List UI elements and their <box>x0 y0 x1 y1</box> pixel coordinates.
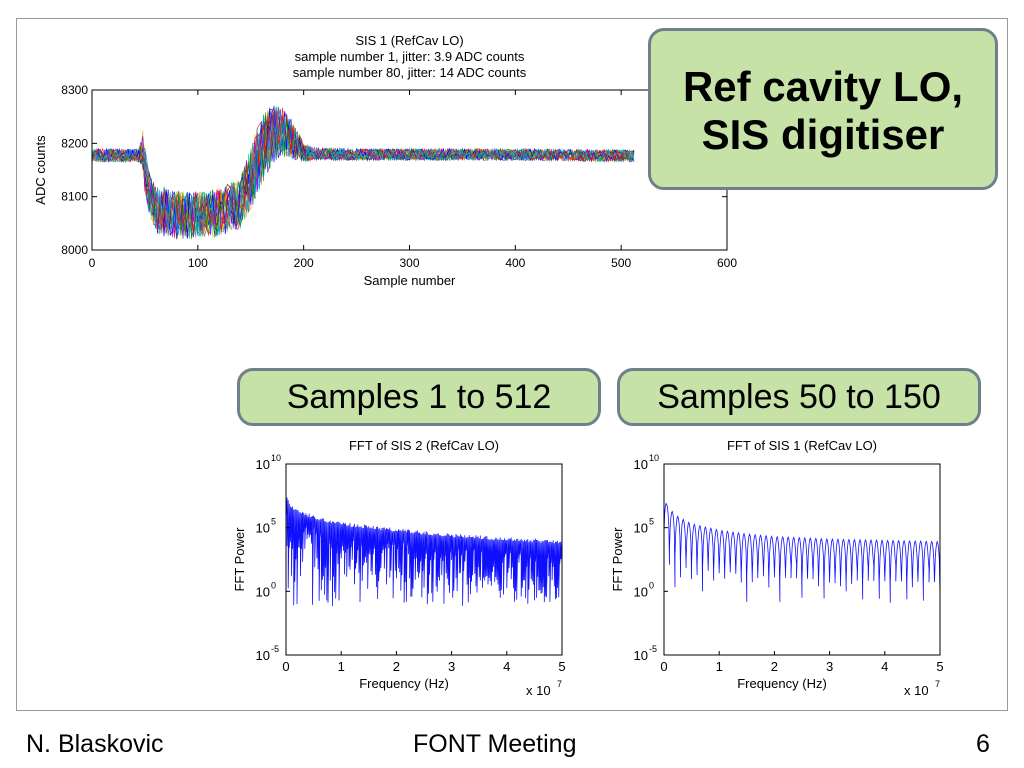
footer-author: N. Blaskovic <box>26 730 164 758</box>
adc-trace <box>91 110 635 239</box>
footer-page-number: 6 <box>976 730 990 758</box>
fft-x-tick-label: 3 <box>826 659 833 674</box>
fft-x-tick-label: 3 <box>448 659 455 674</box>
fft-x-tick-label: 1 <box>716 659 723 674</box>
fft-power-trace <box>285 488 563 607</box>
y-tick-label: 8300 <box>61 83 88 97</box>
fft-x-tick-label: 0 <box>660 659 667 674</box>
x-tick-label: 0 <box>89 256 96 270</box>
callout-samples-50-150: Samples 50 to 150 <box>617 368 981 426</box>
fft-y-tick-exponent: 0 <box>649 580 654 590</box>
fft-x-axis-label: Frequency (Hz) <box>737 676 827 691</box>
y-tick-label: 8200 <box>61 136 88 150</box>
adc-trace <box>91 108 635 234</box>
fft-y-tick-exponent: -5 <box>271 644 279 654</box>
chart-title-line: SIS 1 (RefCav LO) <box>355 33 463 48</box>
fft-title: FFT of SIS 2 (RefCav LO) <box>349 438 499 453</box>
x-tick-label: 400 <box>505 256 525 270</box>
fft-x-tick-label: 5 <box>936 659 943 674</box>
fft-x-tick-label: 2 <box>393 659 400 674</box>
chart-title-line: sample number 1, jitter: 3.9 ADC counts <box>295 49 525 64</box>
fft-y-tick-exponent: 5 <box>649 517 654 527</box>
fft-y-tick-base: 10 <box>634 457 648 472</box>
fft-x-tick-label: 5 <box>558 659 565 674</box>
fft-x-tick-label: 4 <box>881 659 888 674</box>
fft-x-tick-label: 2 <box>771 659 778 674</box>
callout-line-1: Ref cavity LO, <box>682 63 964 110</box>
fft-plot-frame <box>285 463 563 656</box>
callout-line-2: SIS digitiser <box>701 111 945 158</box>
y-tick-label: 8100 <box>61 190 88 204</box>
fft-y-tick-exponent: 10 <box>649 453 659 463</box>
fft-x-tick-label: 4 <box>503 659 510 674</box>
chart-title-line: sample number 80, jitter: 14 ADC counts <box>293 65 527 80</box>
fft-title: FFT of SIS 1 (RefCav LO) <box>727 438 877 453</box>
adc-chart: SIS 1 (RefCav LO)sample number 1, jitter… <box>33 33 737 288</box>
fft-x-axis-label: Frequency (Hz) <box>359 676 449 691</box>
x-tick-label: 500 <box>611 256 631 270</box>
y-axis-label: ADC counts <box>33 135 48 205</box>
x-axis-label: Sample number <box>364 273 456 288</box>
fft-x-multiplier-exponent: 7 <box>935 679 940 689</box>
fft-y-tick-base: 10 <box>256 457 270 472</box>
callout-ref-cavity: Ref cavity LO, SIS digitiser <box>648 28 998 190</box>
fft-power-trace <box>663 502 941 603</box>
fft-y-axis-label: FFT Power <box>232 527 247 592</box>
fft-y-axis-label: FFT Power <box>610 527 625 592</box>
fft-y-tick-exponent: -5 <box>649 644 657 654</box>
fft-y-tick-exponent: 5 <box>271 517 276 527</box>
fft-plot-frame <box>663 463 941 656</box>
fft-y-tick-base: 10 <box>634 648 648 663</box>
footer-event: FONT Meeting <box>413 730 577 758</box>
callout-samples-1-512: Samples 1 to 512 <box>237 368 601 426</box>
fft-x-tick-label: 0 <box>282 659 289 674</box>
fft-x-multiplier: x 10 <box>904 683 929 698</box>
fft-x-tick-label: 1 <box>338 659 345 674</box>
fft-y-tick-base: 10 <box>256 584 270 599</box>
plot-area-frame <box>91 89 728 251</box>
adc-traces <box>91 105 635 240</box>
slide-frame <box>16 18 1008 711</box>
x-tick-label: 100 <box>188 256 208 270</box>
fft-x-multiplier-exponent: 7 <box>557 679 562 689</box>
fft-y-tick-exponent: 10 <box>271 453 281 463</box>
fft-y-tick-exponent: 0 <box>271 580 276 590</box>
fft-y-tick-base: 10 <box>634 584 648 599</box>
y-tick-label: 8000 <box>61 243 88 257</box>
x-tick-label: 600 <box>717 256 737 270</box>
fft-y-tick-base: 10 <box>256 521 270 536</box>
x-tick-label: 300 <box>399 256 419 270</box>
adc-trace <box>91 106 635 236</box>
fft-y-tick-base: 10 <box>634 521 648 536</box>
fft-y-tick-base: 10 <box>256 648 270 663</box>
x-tick-label: 200 <box>294 256 314 270</box>
fft-x-multiplier: x 10 <box>526 683 551 698</box>
